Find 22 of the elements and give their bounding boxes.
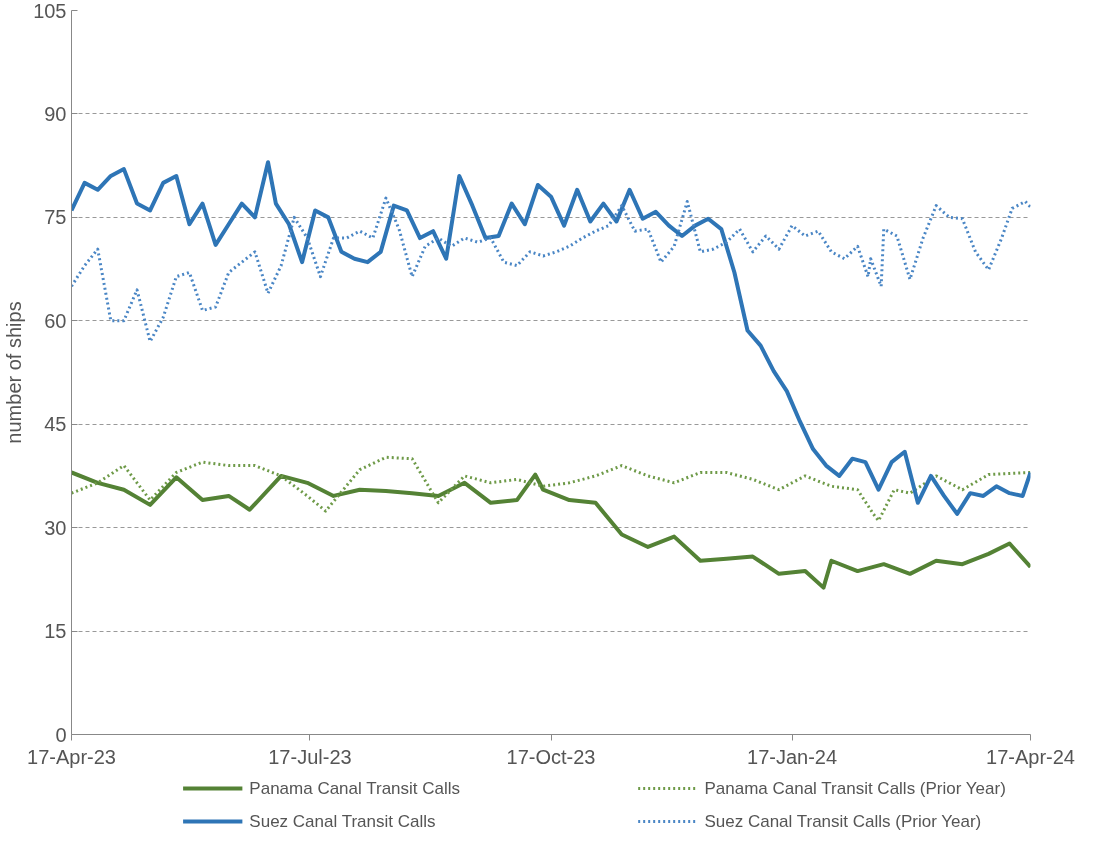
line-series [71, 455, 1031, 523]
y-tick-label: 75 [44, 206, 67, 229]
y-tick-label: 45 [44, 413, 67, 436]
y-tick-label: 0 [55, 723, 67, 746]
y-tick-label: 105 [33, 0, 67, 22]
legend-label: Panama Canal Transit Calls (Prior Year) [704, 779, 1006, 798]
y-tick-label: 15 [44, 620, 67, 643]
x-tick-label: 17-Apr-23 [27, 745, 116, 768]
x-tick-label: 17-Jul-23 [268, 745, 352, 768]
x-tick-label: 17-Apr-24 [986, 745, 1075, 768]
x-tick-label: 17-Jan-24 [747, 745, 838, 768]
x-tick-label: 17-Oct-23 [506, 745, 596, 768]
legend-label: Panama Canal Transit Calls [249, 779, 461, 798]
line-series [71, 470, 1031, 590]
y-axis-title: number of ships [3, 301, 26, 444]
y-tick-label: 90 [44, 102, 67, 125]
line-series [71, 196, 1031, 343]
legend-label: Suez Canal Transit Calls (Prior Year) [704, 812, 982, 831]
line-series [71, 160, 1031, 516]
legend-label: Suez Canal Transit Calls [249, 812, 436, 831]
y-tick-label: 30 [44, 516, 67, 539]
y-tick-label: 60 [44, 309, 67, 332]
